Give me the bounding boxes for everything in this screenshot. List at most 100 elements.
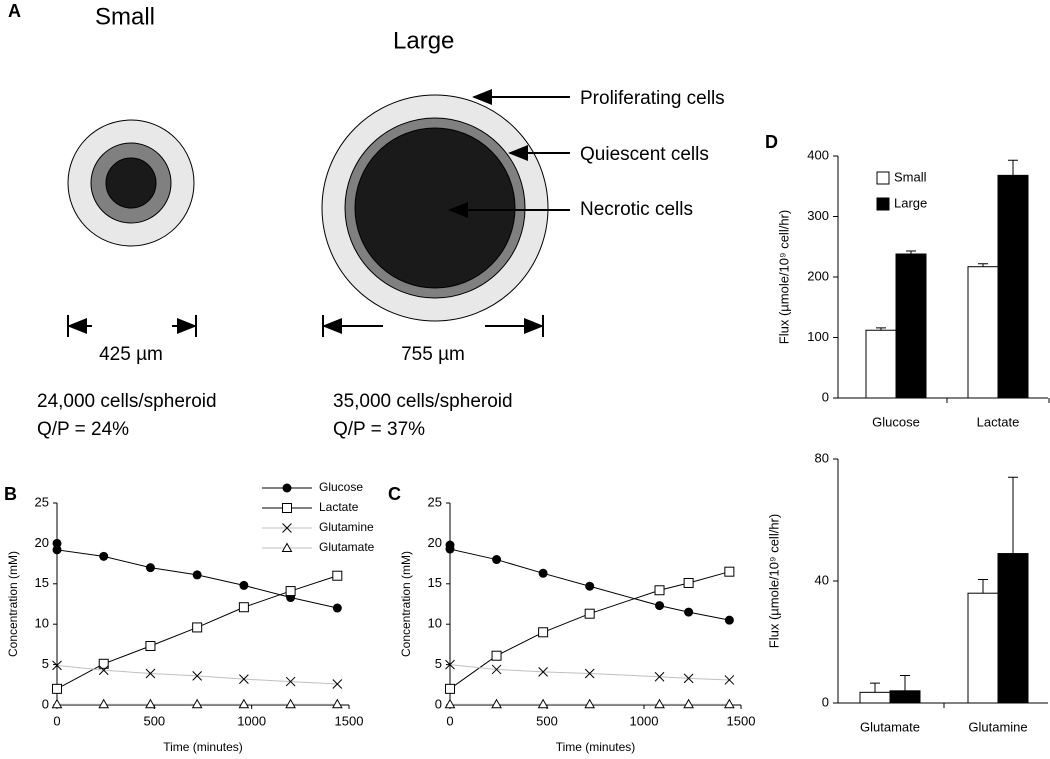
x-tick-label: Glucose [872, 414, 920, 429]
error-bar [876, 327, 886, 331]
data-point [585, 581, 595, 591]
y-tick-label: 10 [35, 616, 49, 631]
data-point [538, 667, 548, 677]
data-point [445, 659, 455, 670]
layer-arrows [448, 89, 570, 218]
layer-label: Quiescent cells [580, 144, 709, 165]
data-point [52, 545, 62, 555]
y-tick-label: 25 [35, 494, 49, 509]
x-tick-label: 500 [143, 713, 165, 728]
bar [967, 266, 999, 399]
data-point [444, 698, 456, 709]
x-tick-label: Lactate [977, 414, 1020, 429]
bar [895, 253, 927, 399]
data-point [52, 660, 62, 671]
layer-label: Necrotic cells [580, 199, 693, 220]
data-point [724, 675, 735, 685]
data-point [98, 665, 109, 676]
data-point [192, 671, 203, 681]
legend-swatch [876, 197, 890, 211]
large-spheroid [321, 94, 549, 322]
data-point [537, 698, 549, 709]
data-point [683, 673, 694, 684]
data-point [584, 698, 596, 709]
legend-label: Glucose [319, 480, 363, 494]
x-tick-label: Glutamate [860, 719, 920, 734]
data-point [239, 580, 249, 590]
data-point [192, 622, 203, 633]
bar [967, 592, 999, 704]
data-point [584, 608, 595, 619]
data-point [491, 664, 502, 675]
y-tick-label: 5 [42, 656, 49, 671]
x-axis-label: Time (minutes) [163, 740, 243, 754]
x-tick-label: 0 [53, 713, 60, 728]
small-title: Small [95, 3, 155, 30]
data-point [145, 641, 156, 652]
x-tick-label: 1000 [237, 713, 266, 728]
y-tick-label: 5 [435, 656, 442, 671]
data-point [683, 577, 694, 588]
qp-ratio: Q/P = 24% [37, 419, 129, 440]
data-point [51, 698, 63, 709]
error-bar [906, 250, 916, 255]
data-point [684, 607, 694, 617]
bar [997, 553, 1029, 704]
data-point [191, 698, 203, 709]
data-point [654, 698, 665, 709]
data-point [192, 570, 202, 580]
small-spheroid [67, 119, 195, 247]
diameter-label: 755 µm [401, 344, 465, 365]
y-tick-label: 0 [822, 694, 829, 709]
y-tick-label: 25 [428, 494, 442, 509]
large-title: Large [393, 27, 454, 54]
data-point [285, 698, 296, 709]
cell-count: 24,000 cells/spheroid [37, 391, 217, 412]
x-axis-label: Time (minutes) [556, 740, 636, 754]
y-tick-label: 300 [807, 208, 829, 223]
error-bar [870, 682, 880, 693]
y-tick-label: 20 [35, 535, 49, 550]
error-bar [978, 578, 988, 594]
y-tick-label: 40 [815, 572, 829, 587]
y-axis-label: Flux (µmole/10⁹ cell/hr) [776, 210, 791, 344]
y-tick-label: 400 [807, 147, 829, 162]
data-point [145, 698, 156, 709]
data-point [98, 658, 109, 669]
series-line [449, 545, 730, 621]
legend-marker [282, 523, 292, 533]
legend-marker [282, 503, 292, 513]
legend-marker [281, 542, 293, 552]
data-point [285, 586, 296, 597]
data-point [238, 698, 250, 709]
data-point [239, 674, 249, 684]
legend-marker [282, 483, 292, 493]
panel-label: B [4, 484, 17, 504]
data-point [52, 538, 62, 548]
x-tick-label: 500 [536, 713, 558, 728]
y-axis-label: Concentration (mM) [6, 551, 20, 657]
x-tick-label: 1500 [727, 713, 756, 728]
error-bar [900, 675, 910, 691]
y-axis-label: Flux (µmole/10⁹ cell/hr) [766, 514, 781, 648]
data-point [145, 563, 155, 573]
series-line [56, 543, 338, 609]
data-point [332, 679, 343, 689]
bar [865, 329, 897, 399]
data-point [145, 668, 156, 679]
x-tick-label: 0 [446, 713, 453, 728]
y-tick-label: 80 [815, 450, 829, 465]
panel-label: D [765, 132, 778, 152]
legend-label: Lactate [319, 500, 359, 514]
diameter-label: 425 µm [99, 344, 163, 365]
bar [889, 690, 921, 704]
legend-label: Glutamine [319, 520, 374, 534]
bar [859, 691, 891, 704]
data-point [238, 602, 249, 613]
data-point [98, 698, 110, 709]
x-tick-label: Glutamine [968, 719, 1027, 734]
bar [997, 174, 1029, 399]
cell-count: 35,000 cells/spheroid [333, 391, 513, 412]
data-point [445, 683, 455, 694]
